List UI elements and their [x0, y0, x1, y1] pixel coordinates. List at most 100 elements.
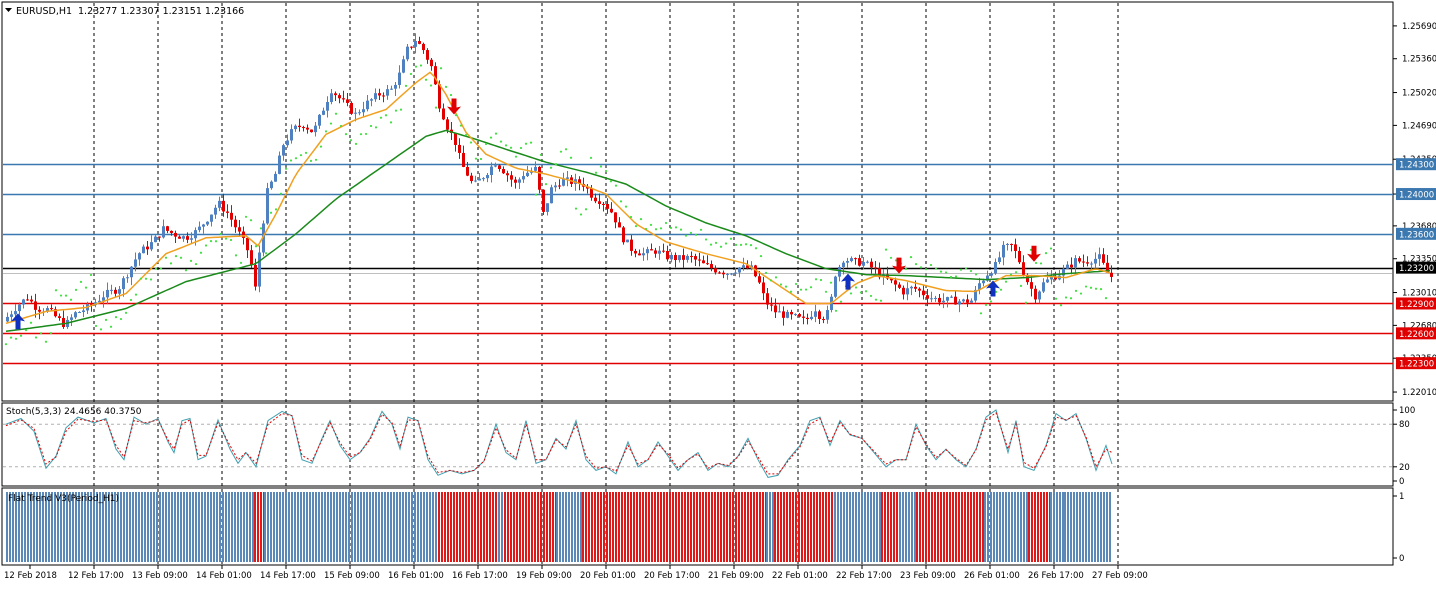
- trend-bar-up: [1011, 492, 1013, 562]
- trend-bar-down: [447, 492, 449, 562]
- sar-dot: [1059, 304, 1063, 307]
- candle-bear: [1078, 258, 1081, 262]
- candle-bull: [126, 277, 129, 279]
- sar-dot: [294, 157, 298, 160]
- candle-bull: [290, 129, 293, 141]
- sar-dot: [829, 281, 833, 284]
- sar-dot: [784, 285, 788, 288]
- sar-dot: [944, 271, 948, 274]
- trend-bar-down: [474, 492, 476, 562]
- sar-dot: [874, 298, 878, 301]
- trend-bar-down: [693, 492, 695, 562]
- candle-bear: [438, 84, 441, 109]
- candle-bull: [322, 110, 325, 115]
- sar-dot: [319, 145, 323, 148]
- candle-bear: [230, 212, 233, 220]
- sar-dot: [959, 268, 963, 271]
- trend-bar-up: [201, 492, 203, 562]
- trend-bar-down: [708, 492, 710, 562]
- sar-dot: [419, 64, 423, 67]
- candle-bull: [14, 311, 17, 315]
- sar-dot: [639, 218, 643, 221]
- trend-bar-up: [393, 492, 395, 562]
- level-tag-label: 1.22900: [1399, 300, 1434, 310]
- trend-bar-up: [294, 492, 296, 562]
- sar-dot: [1014, 271, 1018, 274]
- candle-bull: [686, 255, 689, 260]
- candle-bear: [146, 246, 149, 250]
- candle-bear: [870, 261, 873, 268]
- trend-bar-up: [252, 492, 254, 562]
- stoch-tick-label: 100: [1399, 406, 1415, 416]
- trend-bar-down: [816, 492, 818, 562]
- sar-dot: [289, 159, 293, 162]
- candle-bear: [702, 260, 705, 264]
- trend-bar-up: [873, 492, 875, 562]
- candle-bull: [566, 177, 569, 179]
- candle-bear: [54, 309, 57, 317]
- sar-dot: [259, 227, 263, 230]
- sar-dot: [409, 72, 413, 76]
- trend-bar-up: [153, 492, 155, 562]
- sar-dot: [969, 269, 973, 273]
- trend-bar-down: [759, 492, 761, 562]
- trend-bar-up: [105, 492, 107, 562]
- sar-dot: [789, 290, 793, 293]
- sar-dot: [1004, 280, 1008, 283]
- trend-bar-up: [772, 492, 774, 562]
- candle-bull: [810, 316, 813, 320]
- trend-bar-down: [612, 492, 614, 562]
- trend-bar-up: [210, 492, 212, 562]
- candle-bull: [98, 300, 101, 303]
- sar-dot: [614, 184, 618, 187]
- trend-bar-down: [804, 492, 806, 562]
- trend-bar-down: [627, 492, 629, 562]
- trend-bar-up: [852, 492, 854, 562]
- candle-bull: [330, 93, 333, 102]
- trend-title: Flat Trend V3(Period_H1): [8, 494, 119, 504]
- trend-bar-up: [867, 492, 869, 562]
- candle-bull: [162, 226, 165, 238]
- sar-dot: [359, 133, 363, 136]
- trend-bar-up: [1064, 492, 1066, 562]
- price-tick-label: 1.23010: [1402, 289, 1436, 299]
- trend-bar-down: [669, 492, 671, 562]
- candle-bear: [250, 250, 253, 265]
- sar-dot: [9, 336, 13, 339]
- time-tick-label: 20 Feb 17:00: [644, 571, 700, 581]
- trend-bar-up: [855, 492, 857, 562]
- candle-bull: [386, 89, 389, 96]
- trend-bar-up: [12, 492, 14, 562]
- sar-dot: [749, 244, 753, 247]
- candle-bull: [994, 262, 997, 274]
- sar-dot: [529, 141, 533, 144]
- trend-bar-down: [450, 492, 452, 562]
- candle-bull: [122, 278, 125, 290]
- sar-dot: [44, 340, 48, 343]
- candle-bear: [650, 249, 653, 251]
- trend-bar-down: [534, 492, 536, 562]
- menu-triangle-icon[interactable]: [5, 8, 12, 12]
- price-tick-label: 1.24690: [1402, 121, 1436, 131]
- candle-bear: [426, 50, 429, 60]
- trend-bar-up: [1088, 492, 1090, 562]
- level-tag-1.23600: [1396, 227, 1436, 240]
- candle-bull: [778, 311, 781, 313]
- trend-bar-down: [516, 492, 518, 562]
- candle-bear: [666, 251, 669, 260]
- sar-dot: [139, 277, 143, 280]
- trend-bar-up: [72, 492, 74, 562]
- sar-dot: [724, 242, 728, 245]
- candle-bull: [398, 72, 401, 85]
- trend-bar-down: [741, 492, 743, 562]
- trend-bar-up: [204, 492, 206, 562]
- arrow-down-icon: [892, 257, 906, 274]
- trend-bar-up: [291, 492, 293, 562]
- trend-tick-label: 0: [1399, 554, 1404, 564]
- candle-bull: [982, 280, 985, 284]
- candle-bear: [1030, 282, 1033, 289]
- candle-bear: [38, 309, 41, 312]
- candle-bear: [802, 316, 805, 318]
- sar-dot: [474, 157, 478, 160]
